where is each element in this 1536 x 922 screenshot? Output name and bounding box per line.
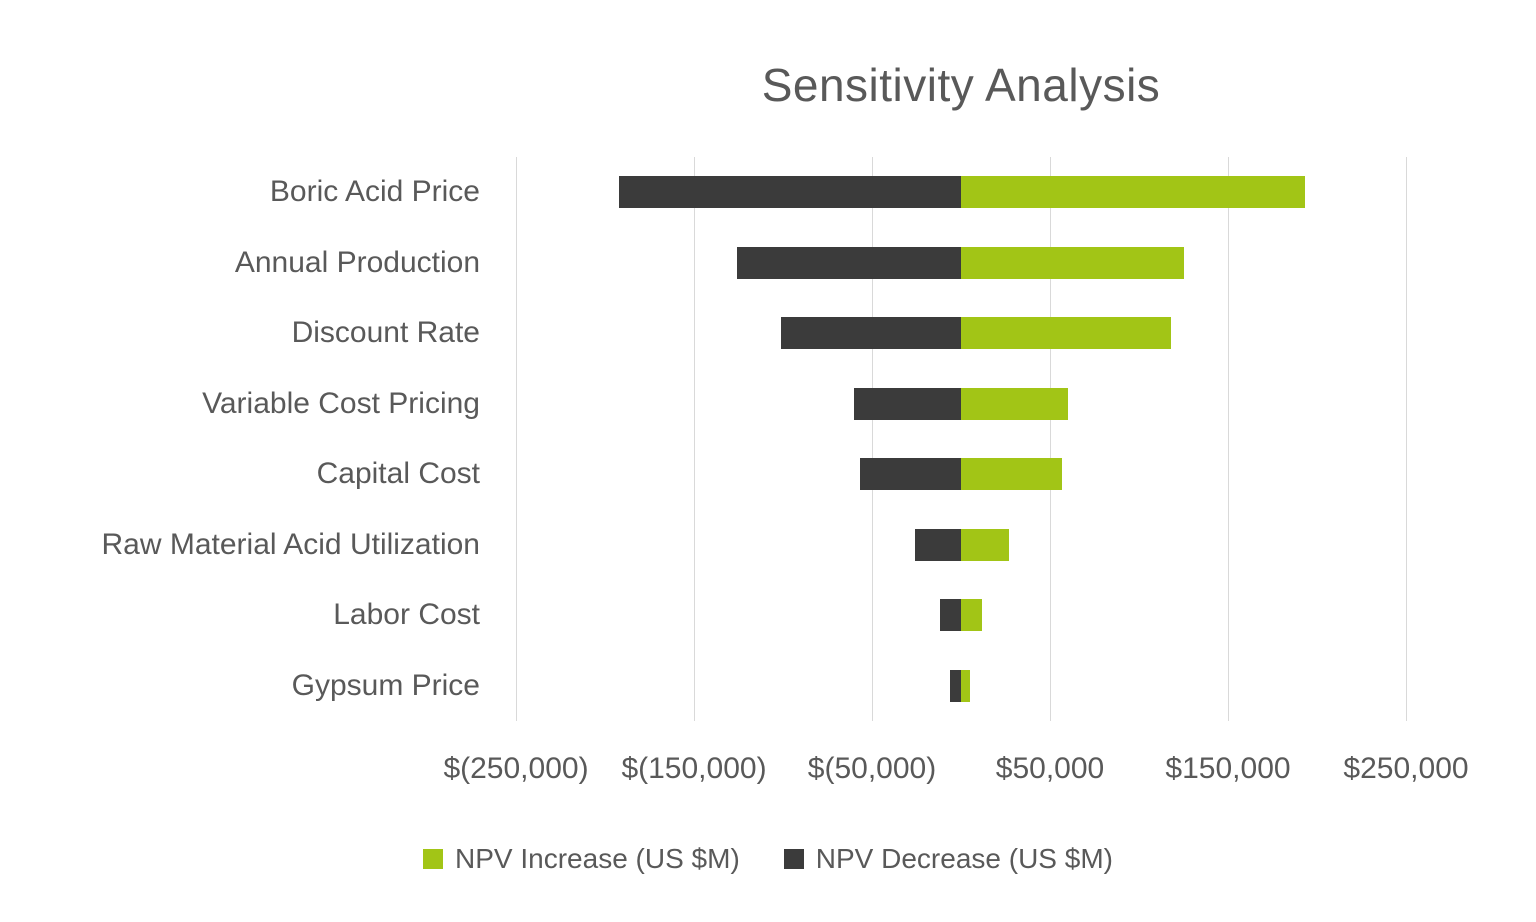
plot-area	[516, 157, 1407, 721]
bar-npv-decrease-capital-cost	[859, 458, 961, 491]
category-label-labor-cost: Labor Cost	[333, 598, 480, 632]
gridline	[516, 157, 517, 721]
legend: NPV Increase (US $M) NPV Decrease (US $M…	[0, 843, 1536, 875]
bar-npv-decrease-variable-cost-pricing	[854, 387, 961, 420]
bar-npv-increase-discount-rate	[961, 317, 1172, 350]
x-axis-tick-label: $150,000	[1165, 752, 1291, 785]
category-label-variable-cost-pricing: Variable Cost Pricing	[202, 386, 480, 420]
bar-npv-decrease-raw-material-acid-utilization	[914, 528, 961, 561]
legend-item-npv-increase: NPV Increase (US $M)	[423, 843, 740, 875]
gridline	[872, 157, 873, 721]
gridline	[1406, 157, 1407, 721]
legend-swatch-increase-icon	[423, 849, 444, 869]
legend-label-npv-increase: NPV Increase (US $M)	[455, 843, 740, 874]
x-axis-tick-label: $250,000	[1343, 752, 1469, 785]
legend-item-npv-decrease: NPV Decrease (US $M)	[783, 843, 1113, 875]
x-axis-tick-label: $(250,000)	[443, 752, 589, 785]
bar-npv-decrease-boric-acid-price	[619, 176, 961, 209]
chart-title: Sensitivity Analysis	[761, 59, 1161, 111]
category-label-annual-production: Annual Production	[234, 245, 480, 279]
x-axis-tick-label: $(50,000)	[807, 752, 937, 785]
category-label-capital-cost: Capital Cost	[316, 457, 480, 491]
gridline	[1050, 157, 1051, 721]
category-label-discount-rate: Discount Rate	[291, 316, 480, 350]
bar-npv-increase-variable-cost-pricing	[961, 387, 1068, 420]
category-label-gypsum-price: Gypsum Price	[291, 668, 480, 702]
bar-npv-decrease-labor-cost	[939, 599, 961, 632]
bar-npv-increase-annual-production	[961, 246, 1184, 279]
legend-swatch-decrease-icon	[783, 849, 804, 869]
bar-npv-increase-capital-cost	[961, 458, 1063, 491]
category-label-boric-acid-price: Boric Acid Price	[269, 175, 480, 209]
category-axis: Boric Acid Price Annual Production Discoun…	[0, 157, 480, 721]
legend-label-npv-decrease: NPV Decrease (US $M)	[815, 843, 1113, 874]
bar-npv-decrease-gypsum-price	[950, 669, 961, 702]
bar-npv-increase-boric-acid-price	[961, 176, 1305, 209]
bar-npv-decrease-discount-rate	[781, 317, 961, 350]
category-label-raw-material-acid-utilization: Raw Material Acid Utilization	[101, 527, 480, 561]
x-axis-tick-label: $(150,000)	[621, 752, 767, 785]
bar-npv-decrease-annual-production	[736, 246, 961, 279]
gridline	[1228, 157, 1229, 721]
bar-npv-increase-gypsum-price	[961, 669, 970, 702]
x-axis-tick-label: $50,000	[995, 752, 1105, 785]
gridline	[694, 157, 695, 721]
x-axis: $(250,000) $(150,000) $(50,000) $50,000 $150…	[443, 752, 1468, 792]
bar-npv-increase-labor-cost	[961, 599, 983, 632]
bar-npv-increase-raw-material-acid-utilization	[961, 528, 1010, 561]
